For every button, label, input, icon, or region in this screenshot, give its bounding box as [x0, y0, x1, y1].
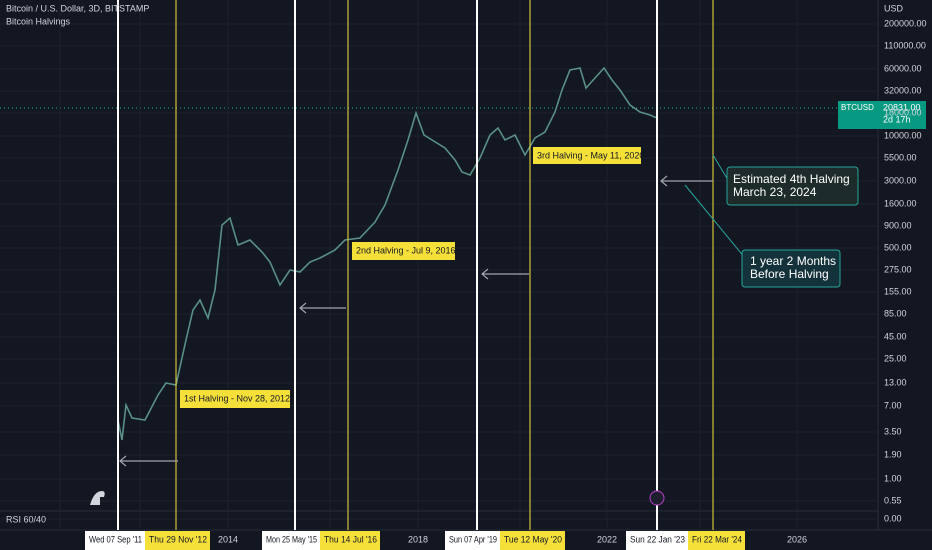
price-label: 200000.00	[884, 18, 927, 28]
time-label-box	[445, 531, 500, 550]
price-label: 3000.00	[884, 175, 917, 185]
price-label: 1.00	[884, 473, 902, 483]
annotation-text: Before Halving	[750, 267, 829, 281]
price-label: 60000.00	[884, 63, 922, 73]
arrow	[119, 455, 178, 467]
price-label: 5500.00	[884, 152, 917, 162]
price-label: 7.00	[884, 400, 902, 410]
grid	[0, 0, 878, 530]
price-label: 500.00	[884, 242, 912, 252]
annotation-text: 1 year 2 Months	[750, 254, 836, 268]
time-label: Sun 07 Apr '19	[449, 534, 497, 544]
halving-lines	[117, 0, 714, 530]
price-label: 18000.00	[884, 107, 922, 117]
price-label: 0.00	[884, 513, 902, 523]
connector	[712, 154, 729, 181]
time-label-box	[688, 531, 745, 550]
time-label-box	[500, 531, 565, 550]
price-label: 10000.00	[884, 130, 922, 140]
time-label-box	[145, 531, 210, 550]
price-tag-symbol: BTCUSD	[841, 103, 874, 112]
price-tag-countdown: 2d 17h	[883, 114, 911, 124]
annotation-box	[726, 166, 859, 206]
price-label: 0.55	[884, 495, 902, 505]
price-label: 275.00	[884, 264, 912, 274]
time-label: Wed 07 Sep '11	[89, 534, 142, 544]
annotation-box	[741, 249, 841, 288]
annotation-box	[533, 147, 641, 164]
annotation-text: 3rd Halving - May 11, 2020	[537, 150, 644, 160]
time-label: Thu 14 Jul '16	[324, 534, 377, 544]
event-icon	[649, 490, 665, 506]
price-label: 1600.00	[884, 198, 917, 208]
price-series	[117, 66, 658, 441]
time-label-box	[626, 531, 688, 550]
symbol-title: Bitcoin / U.S. Dollar, 3D, BITSTAMP	[6, 3, 149, 13]
price-label: 110000.00	[884, 40, 926, 50]
indicator-title: Bitcoin Halvings	[6, 16, 71, 26]
annotation-text: 2nd Halving - Jul 9, 2016	[356, 245, 456, 255]
time-label: 2018	[408, 534, 428, 544]
time-label: 2014	[218, 534, 238, 544]
arrow	[660, 175, 713, 187]
connectors	[684, 154, 746, 259]
price-label: 1.90	[884, 449, 902, 459]
price-label: 85.00	[884, 308, 907, 318]
rsi-label: RSI 60/40	[6, 514, 46, 524]
time-label: Tue 12 May '20	[504, 534, 562, 544]
time-labels: Wed 07 Sep '11 Thu 29 Nov '12 2014 Mon 25 M…	[85, 531, 807, 550]
annotation-text: March 23, 2024	[733, 185, 817, 199]
annotation-text: 1st Halving - Nov 28, 2012	[184, 393, 290, 403]
time-label-box	[85, 531, 145, 550]
price-label: 25.00	[884, 353, 907, 363]
time-label-box	[320, 531, 380, 550]
annotation-box	[352, 242, 455, 260]
time-label: 2022	[597, 534, 617, 544]
time-label: Sun 22 Jan '23	[630, 534, 685, 544]
time-label: Mon 25 May '15	[266, 534, 317, 544]
price-tag-box	[878, 101, 926, 129]
time-label: 2026	[787, 534, 807, 544]
currency: USD	[884, 3, 904, 13]
time-label: Fri 22 Mar '24	[692, 534, 742, 544]
annotation-text: Estimated 4th Halving	[733, 172, 850, 186]
price-label: 3.50	[884, 426, 902, 436]
time-label-box	[262, 531, 320, 550]
arrow	[299, 302, 346, 314]
time-label: Thu 29 Nov '12	[149, 534, 207, 544]
price-tag-box	[838, 101, 878, 129]
arrows	[119, 175, 713, 467]
annotation-box	[180, 390, 290, 408]
price-label: 900.00	[884, 220, 912, 230]
logo	[90, 491, 105, 505]
arrow	[481, 268, 529, 280]
price-labels: 200000.00 110000.00 60000.00 32000.00 18000.…	[884, 18, 927, 523]
price-label: 155.00	[884, 286, 912, 296]
price-label: 32000.00	[884, 85, 922, 95]
price-tag-price: 20831.00	[883, 102, 921, 112]
price-axis	[878, 0, 932, 530]
connector	[684, 184, 746, 259]
price-label: 45.00	[884, 331, 907, 341]
price-label: 13.00	[884, 377, 907, 387]
